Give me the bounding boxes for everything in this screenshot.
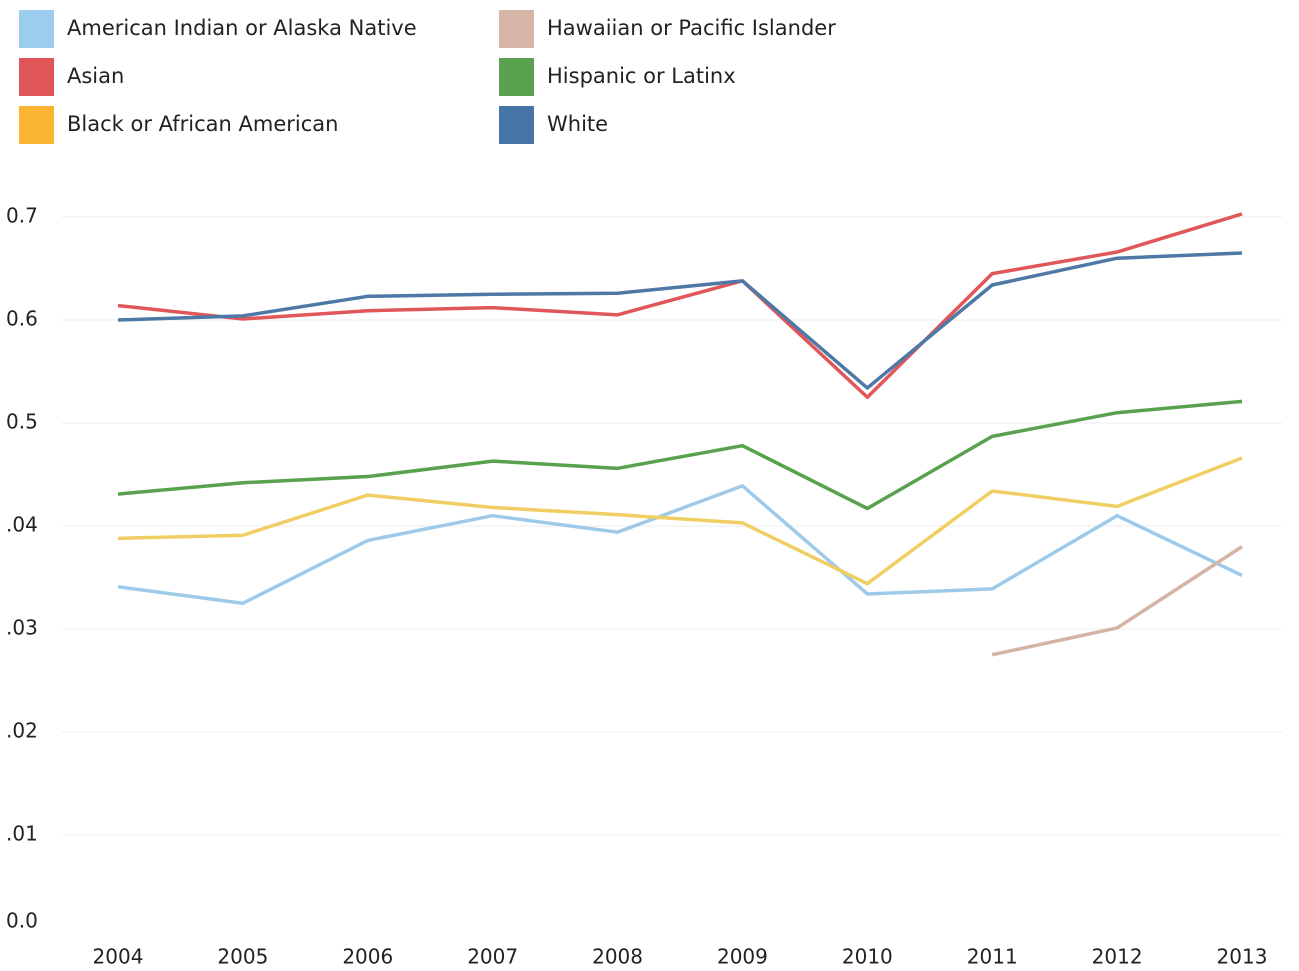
x-tick-label: 2012: [1092, 945, 1143, 969]
line: [117, 251, 1243, 390]
legend-swatch: [19, 58, 54, 96]
legend-swatch: [19, 10, 54, 48]
x-tick-label: 2008: [592, 945, 643, 969]
legend-label: Hispanic or Latinx: [547, 64, 736, 88]
x-tick-label: 2006: [342, 945, 393, 969]
legend-label: White: [547, 112, 608, 136]
y-tick-label: 0.5: [6, 410, 38, 434]
legend-label: Hawaiian or Pacific Islander: [547, 16, 836, 40]
y-tick-label: .03: [6, 616, 38, 640]
x-tick-label: 2010: [842, 945, 893, 969]
line: [117, 456, 1243, 586]
x-tick-label: 2009: [717, 945, 768, 969]
y-tick-label: .01: [6, 822, 38, 846]
y-tick-label: 0.0: [6, 909, 38, 933]
line: [991, 545, 1243, 657]
legend-swatch: [19, 106, 54, 144]
y-tick-label: .02: [6, 719, 38, 743]
legend-swatch: [499, 58, 534, 96]
line: [117, 484, 1243, 605]
legend-swatch: [499, 106, 534, 144]
legend-label: American Indian or Alaska Native: [67, 16, 417, 40]
x-tick-label: 2007: [467, 945, 518, 969]
x-tick-label: 2005: [217, 945, 268, 969]
legend-label: Black or African American: [67, 112, 338, 136]
x-tick-label: 2004: [93, 945, 144, 969]
line: [117, 399, 1243, 511]
x-tick-label: 2011: [967, 945, 1018, 969]
y-tick-label: 0.6: [6, 307, 38, 331]
y-tick-label: .04: [6, 513, 38, 537]
x-tick-label: 2013: [1217, 945, 1268, 969]
legend-swatch: [499, 10, 534, 48]
y-tick-label: 0.7: [6, 204, 38, 228]
line: [117, 212, 1243, 399]
legend-label: Asian: [67, 64, 124, 88]
